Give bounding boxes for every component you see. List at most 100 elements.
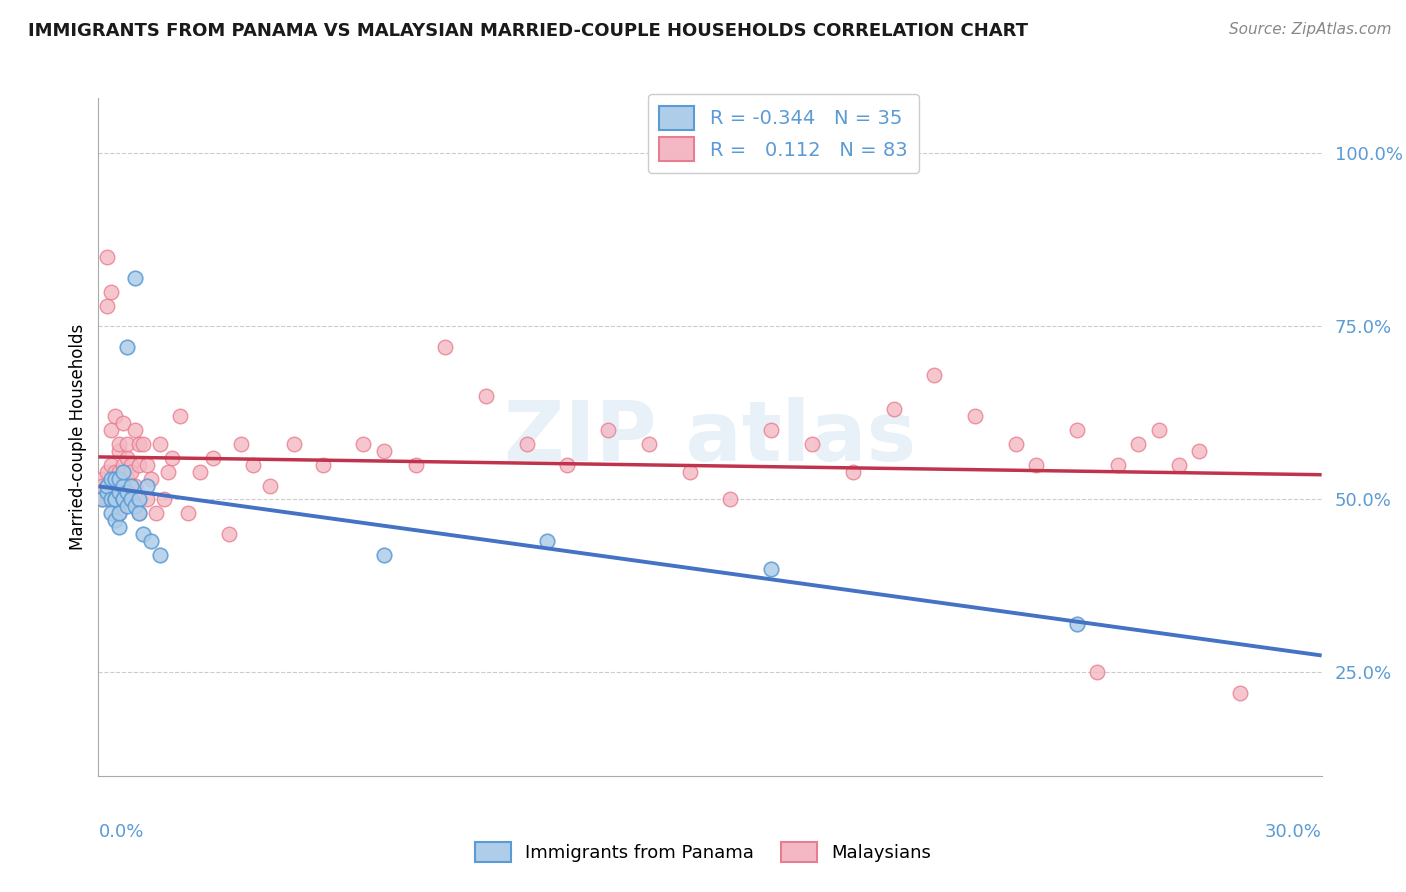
Point (136, 458, 159, 472)
Point (91, 478, 114, 492)
Point (115, 472, 138, 486)
Point (536, 533, 558, 548)
Point (1167, 458, 1189, 472)
Point (160, 450, 183, 465)
Point (128, 506, 150, 520)
Point (100, 458, 122, 472)
Point (128, 506, 150, 520)
Point (100, 492, 122, 507)
Point (91, 472, 114, 486)
Point (555, 458, 579, 472)
Text: 30.0%: 30.0% (1265, 823, 1322, 841)
Point (1147, 423, 1170, 437)
Point (96, 465, 118, 479)
Point (96, 299, 118, 313)
Point (128, 492, 150, 507)
Point (111, 416, 134, 430)
Point (128, 458, 150, 472)
Point (1107, 458, 1129, 472)
Point (124, 271, 146, 285)
Point (100, 492, 122, 507)
Point (100, 472, 122, 486)
Point (883, 402, 905, 417)
Point (177, 506, 200, 520)
Point (169, 409, 191, 424)
Point (1229, 686, 1251, 700)
Point (965, 409, 987, 424)
Point (405, 458, 427, 472)
Point (111, 478, 134, 492)
Point (100, 506, 122, 520)
Point (96, 478, 118, 492)
Point (120, 478, 142, 492)
Point (108, 478, 131, 492)
Point (231, 437, 253, 451)
Point (218, 527, 240, 541)
Point (124, 478, 146, 492)
Point (96, 492, 118, 507)
Point (100, 423, 122, 437)
Point (149, 437, 172, 451)
Point (108, 506, 131, 520)
Point (108, 465, 131, 479)
Text: ZIP atlas: ZIP atlas (503, 397, 917, 477)
Point (108, 506, 131, 520)
Point (115, 437, 138, 451)
Point (104, 465, 127, 479)
Point (115, 485, 138, 500)
Point (132, 527, 155, 541)
Point (120, 492, 142, 507)
Text: Source: ZipAtlas.com: Source: ZipAtlas.com (1229, 22, 1392, 37)
Point (111, 492, 134, 507)
Point (922, 368, 945, 382)
Point (108, 520, 131, 534)
Point (104, 492, 127, 507)
Point (373, 444, 395, 458)
Point (679, 465, 702, 479)
Point (188, 465, 212, 479)
Point (141, 472, 163, 486)
Point (152, 492, 174, 507)
Point (104, 409, 127, 424)
Point (141, 533, 163, 548)
Point (373, 548, 395, 562)
Point (259, 478, 281, 492)
Point (761, 423, 783, 437)
Legend: R = -0.344   N = 35, R =   0.112   N = 83: R = -0.344 N = 35, R = 0.112 N = 83 (648, 95, 920, 173)
Point (111, 492, 134, 507)
Point (115, 450, 138, 465)
Point (312, 458, 335, 472)
Point (108, 437, 131, 451)
Point (841, 465, 863, 479)
Point (104, 492, 127, 507)
Point (1188, 444, 1211, 458)
Point (352, 437, 374, 451)
Point (598, 423, 620, 437)
Point (1066, 423, 1088, 437)
Point (104, 472, 127, 486)
Point (283, 437, 305, 451)
Point (111, 458, 134, 472)
Point (1025, 458, 1047, 472)
Point (1004, 437, 1026, 451)
Y-axis label: Married-couple Households: Married-couple Households (69, 324, 87, 550)
Point (104, 492, 127, 507)
Point (96, 478, 118, 492)
Point (124, 500, 146, 514)
Point (128, 437, 150, 451)
Point (145, 506, 167, 520)
Point (96, 250, 118, 264)
Point (91, 492, 114, 507)
Point (91, 492, 114, 507)
Point (124, 423, 146, 437)
Point (201, 450, 224, 465)
Point (1066, 616, 1088, 631)
Point (1085, 665, 1108, 680)
Text: IMMIGRANTS FROM PANAMA VS MALAYSIAN MARRIED-COUPLE HOUSEHOLDS CORRELATION CHART: IMMIGRANTS FROM PANAMA VS MALAYSIAN MARR… (28, 22, 1028, 40)
Point (115, 500, 138, 514)
Point (516, 437, 538, 451)
Point (1128, 437, 1150, 451)
Legend: Immigrants from Panama, Malaysians: Immigrants from Panama, Malaysians (467, 834, 939, 870)
Point (156, 465, 179, 479)
Point (100, 285, 122, 299)
